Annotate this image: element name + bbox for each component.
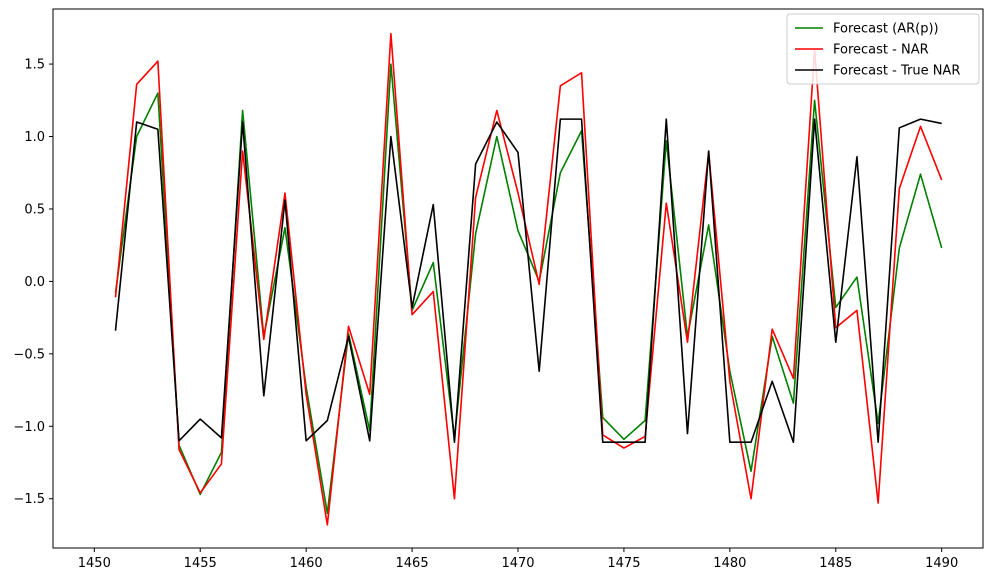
- y-tick-label: 1.5: [24, 58, 45, 73]
- y-tick-label: −0.5: [13, 347, 45, 362]
- x-tick-label: 1450: [78, 556, 111, 571]
- legend: Forecast (AR(p)) Forecast - NAR Forecast -…: [786, 13, 980, 85]
- y-axis: −1.5 −1.0 −0.5 0.0 0.5 1.0 1.5: [13, 58, 53, 507]
- legend-box: [786, 13, 980, 85]
- legend-label: Forecast - True NAR: [833, 64, 960, 79]
- x-tick-label: 1470: [501, 556, 534, 571]
- x-tick-label: 1460: [290, 556, 323, 571]
- y-tick-label: 1.0: [24, 130, 45, 145]
- y-tick-label: 0.0: [24, 275, 45, 290]
- y-tick-label: 0.5: [24, 202, 45, 217]
- x-axis: 1450 1455 1460 1465 1470 1475 1480 1485 1490: [78, 548, 958, 571]
- x-tick-label: 1465: [396, 556, 429, 571]
- x-tick-label: 1490: [925, 556, 958, 571]
- x-tick-label: 1480: [713, 556, 746, 571]
- x-tick-label: 1475: [607, 556, 640, 571]
- y-tick-label: −1.0: [13, 420, 45, 435]
- series-line-3: [114, 118, 942, 444]
- legend-label: Forecast - NAR: [833, 43, 929, 58]
- x-tick-label: 1455: [184, 556, 217, 571]
- series-line-2: [114, 32, 943, 526]
- y-tick-label: −1.5: [13, 492, 45, 507]
- legend-label: Forecast (AR(p)): [833, 22, 939, 37]
- x-tick-label: 1485: [819, 556, 852, 571]
- series-layer: [114, 32, 943, 526]
